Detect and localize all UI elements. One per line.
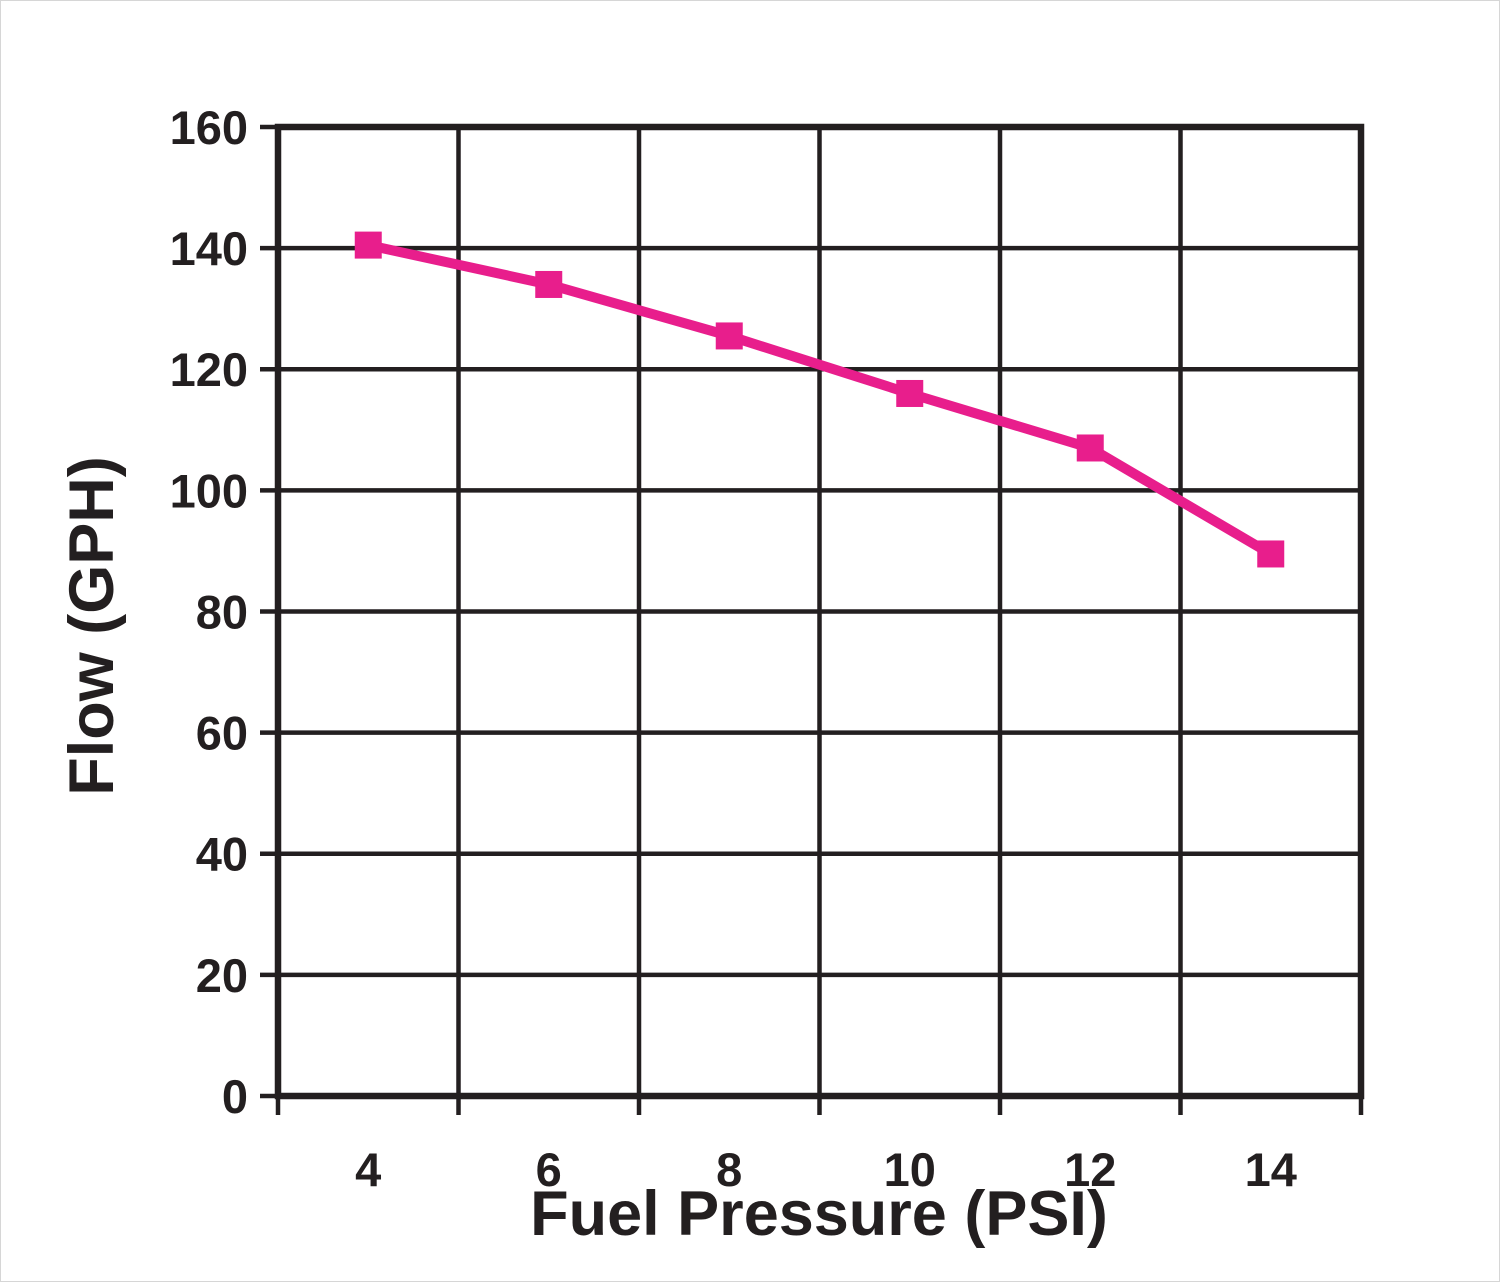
data-point-marker: [1257, 540, 1285, 568]
y-tick-label: 20: [196, 949, 248, 1002]
data-point-marker: [354, 231, 382, 259]
data-point-marker: [896, 379, 924, 407]
x-tick-label: 10: [884, 1143, 936, 1196]
flow-line: [367, 240, 1274, 559]
y-tick-label: 40: [196, 828, 248, 881]
x-tick-label: 14: [1245, 1143, 1297, 1196]
data-point-marker: [715, 322, 743, 350]
grid-lines: [278, 127, 1361, 1096]
x-tick-label: 12: [1064, 1143, 1116, 1196]
data-point-marker: [1076, 434, 1104, 462]
plot-border: [274, 123, 1365, 1100]
y-tick-label: 140: [170, 222, 248, 275]
y-tick-label: 60: [196, 707, 248, 760]
flow-data-series: [354, 231, 1285, 568]
tick-labels: 0 20 40 60 80 100 120 140 160 4 6 8 10 12 14: [170, 101, 1297, 1196]
y-tick-label: 120: [170, 343, 248, 396]
x-tick-label: 6: [536, 1143, 562, 1196]
data-point-marker: [535, 270, 563, 298]
y-axis-title: Flow (GPH): [57, 456, 127, 795]
x-axis-title: Fuel Pressure (PSI): [530, 1179, 1108, 1249]
axis-tick-marks: [260, 124, 1364, 1115]
y-tick-label: 0: [222, 1070, 248, 1123]
x-tick-label: 4: [355, 1143, 381, 1196]
plot-area-border: [274, 123, 1365, 1100]
y-tick-label: 100: [170, 464, 248, 517]
y-tick-label: 160: [170, 101, 248, 154]
y-tick-label: 80: [196, 585, 248, 638]
x-tick-label: 8: [716, 1143, 742, 1196]
